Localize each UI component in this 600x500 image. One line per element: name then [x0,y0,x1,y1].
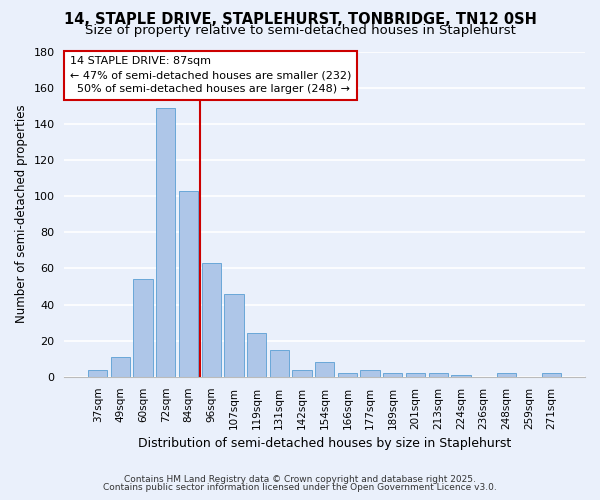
Bar [361,370,380,377]
Bar [451,375,470,377]
X-axis label: Distribution of semi-detached houses by size in Staplehurst: Distribution of semi-detached houses by … [138,437,511,450]
Text: 14 STAPLE DRIVE: 87sqm
← 47% of semi-detached houses are smaller (232)
  50% of : 14 STAPLE DRIVE: 87sqm ← 47% of semi-det… [70,56,351,94]
Bar [338,373,357,377]
Bar [88,370,107,377]
Bar [156,108,175,377]
Bar [542,373,562,377]
Bar [269,350,289,377]
Bar [224,294,244,377]
Bar [497,373,516,377]
Text: Contains HM Land Registry data © Crown copyright and database right 2025.: Contains HM Land Registry data © Crown c… [124,475,476,484]
Text: Contains public sector information licensed under the Open Government Licence v3: Contains public sector information licen… [103,484,497,492]
Bar [247,334,266,377]
Text: Size of property relative to semi-detached houses in Staplehurst: Size of property relative to semi-detach… [85,24,515,37]
Bar [383,373,403,377]
Bar [202,263,221,377]
Bar [111,357,130,377]
Bar [315,362,334,377]
Y-axis label: Number of semi-detached properties: Number of semi-detached properties [15,105,28,324]
Bar [292,370,311,377]
Bar [428,373,448,377]
Bar [406,373,425,377]
Bar [133,279,153,377]
Text: 14, STAPLE DRIVE, STAPLEHURST, TONBRIDGE, TN12 0SH: 14, STAPLE DRIVE, STAPLEHURST, TONBRIDGE… [64,12,536,28]
Bar [179,190,198,377]
